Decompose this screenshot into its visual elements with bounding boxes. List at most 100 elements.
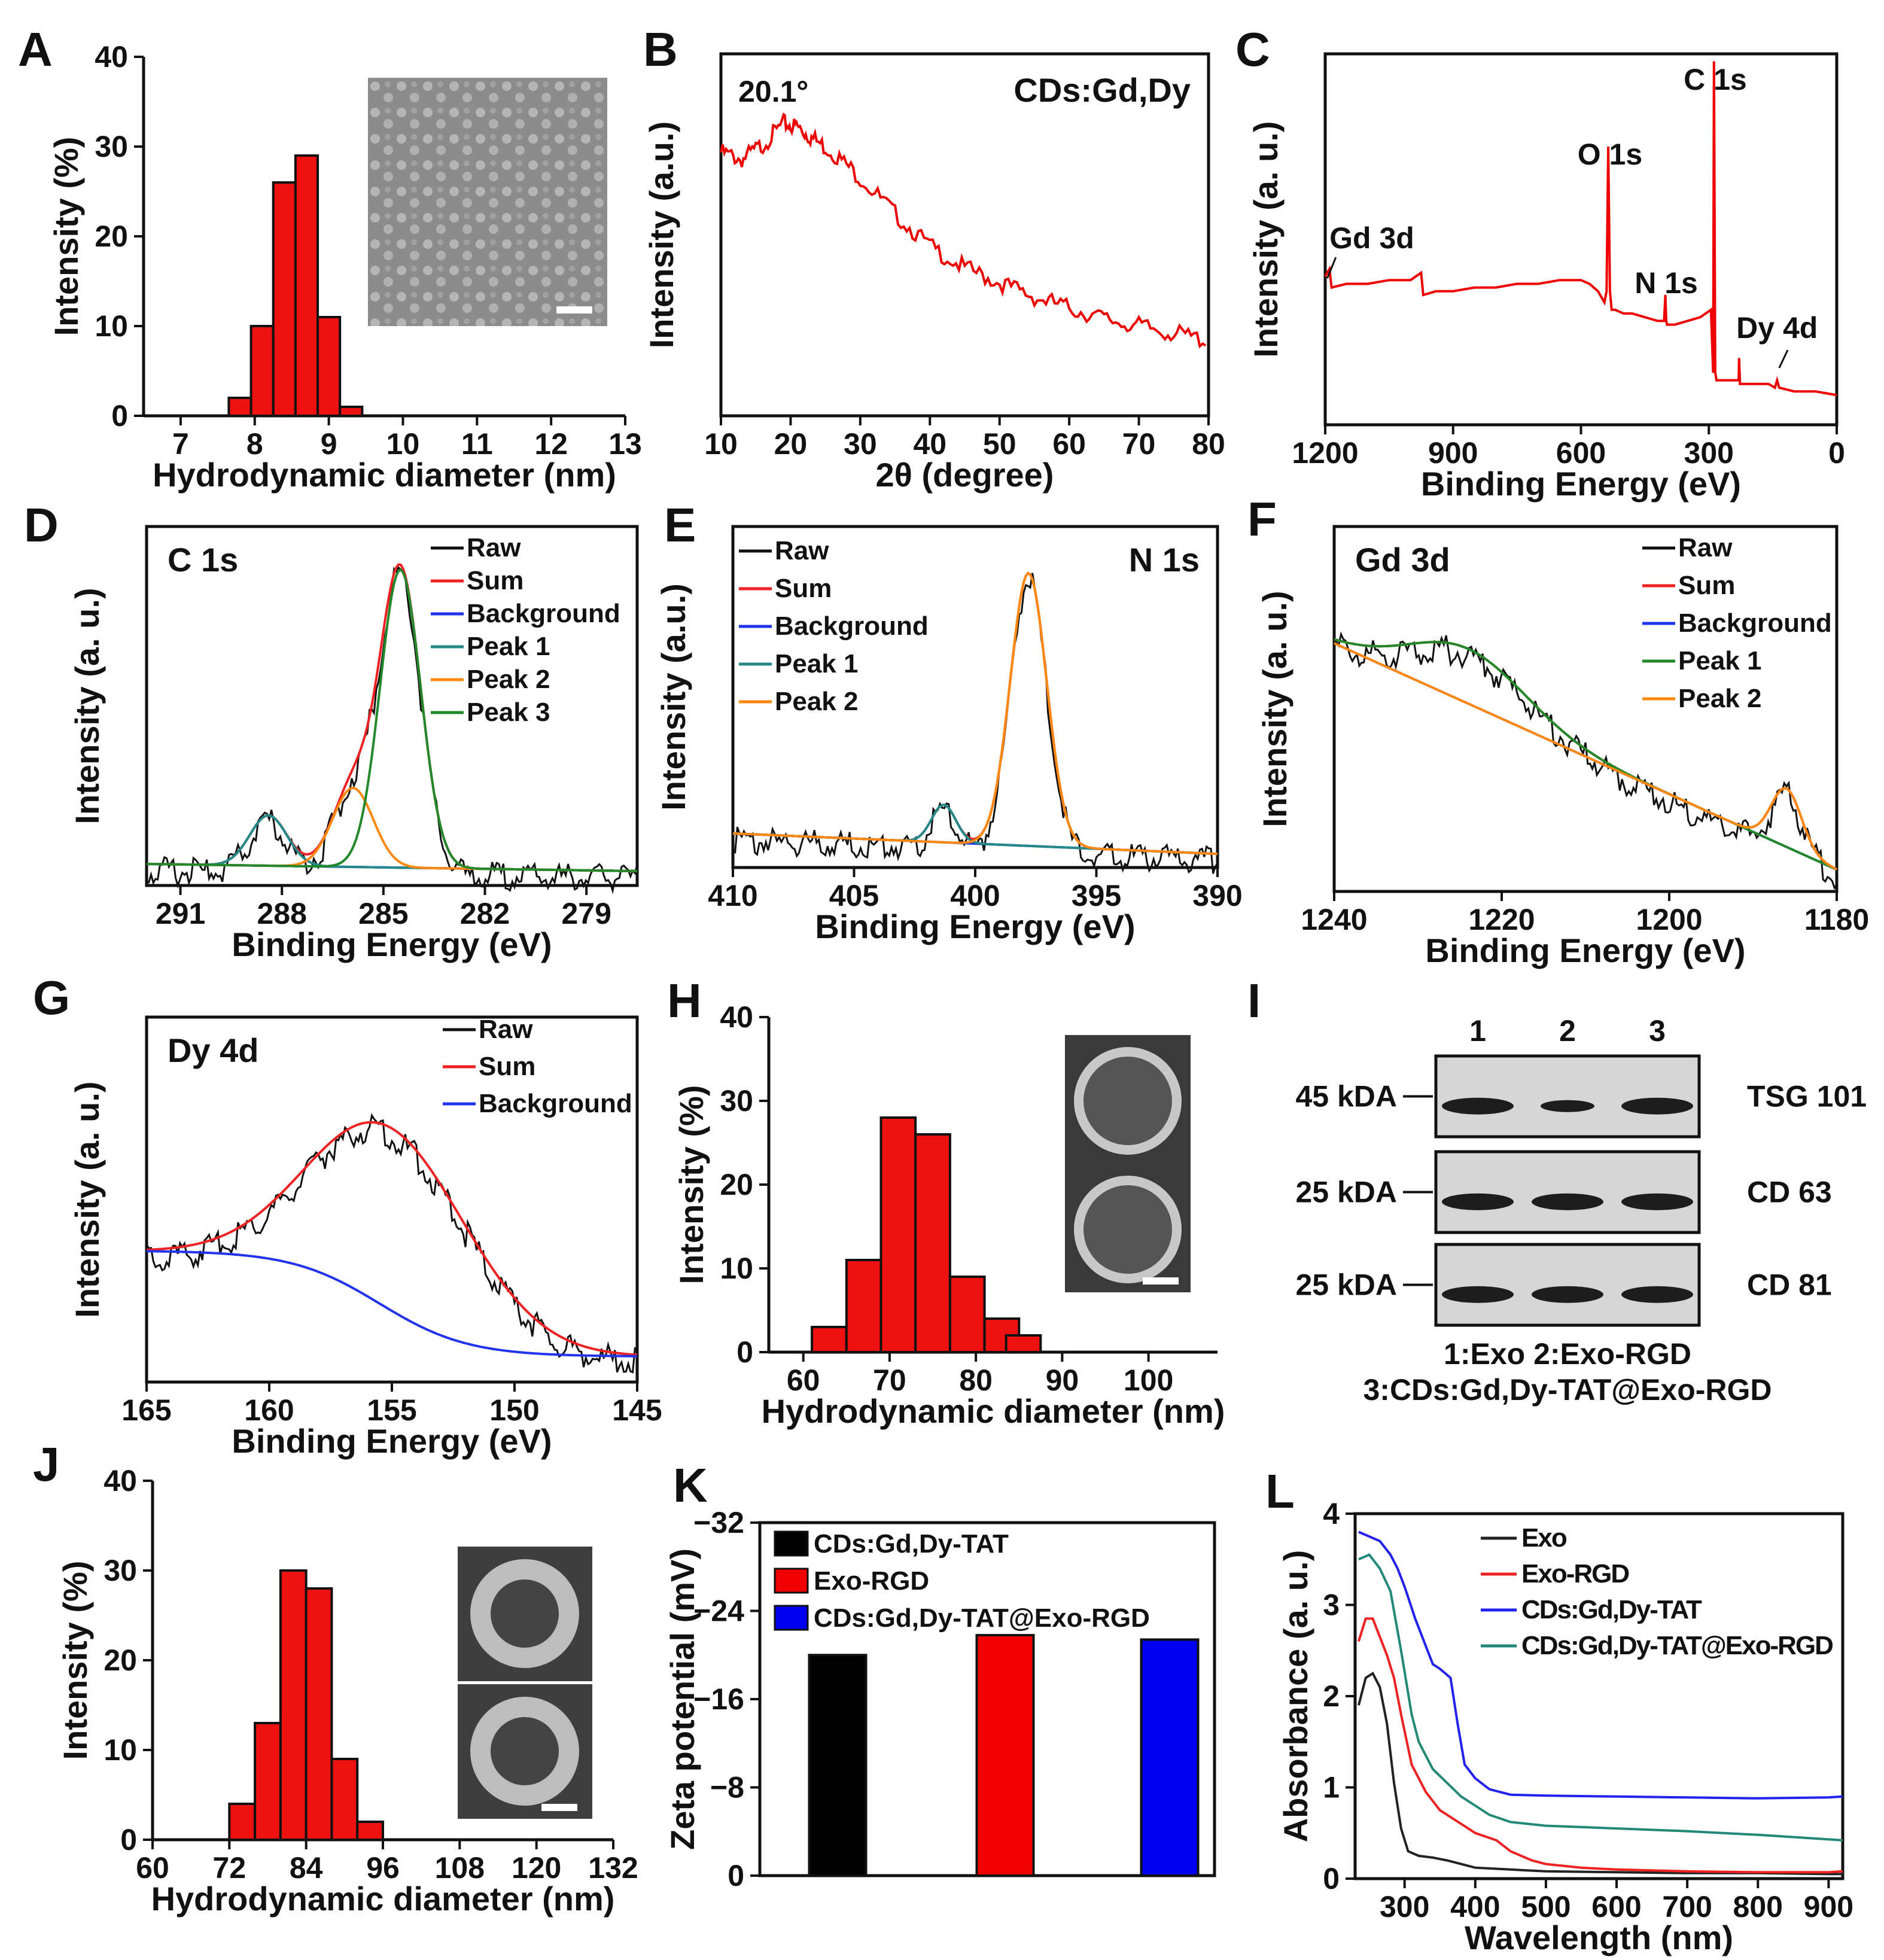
legend-label: Raw [479, 1015, 533, 1044]
y-tick-label: −16 [693, 1682, 744, 1716]
legend-label: CDs:Gd,Dy-TAT@Exo-RGD [1521, 1631, 1833, 1660]
legend-label: Sum [479, 1052, 535, 1081]
blot-strip [1434, 1243, 1701, 1327]
panel-f: F Raw Sum Background Peak 1 Peak 2 Gd 3d 1240 12… [1247, 492, 1869, 969]
lane-legend: 1:Exo 2:Exo-RGD [1444, 1337, 1691, 1371]
zeta-bar [808, 1654, 868, 1877]
y-tick-label: 20 [104, 1644, 137, 1677]
x-tick-label: 11 [461, 427, 493, 461]
panel-letter: L [1265, 1465, 1295, 1518]
x-axis-label: Hydrodynamic diameter (nm) [153, 456, 616, 494]
x-tick-label: 155 [367, 1393, 416, 1427]
legend-label: Raw [775, 536, 829, 565]
x-axis-label: Binding Energy (eV) [232, 926, 552, 963]
x-tick-label: 395 [1072, 879, 1121, 912]
x-tick-label: 90 [1046, 1364, 1079, 1397]
panel-letter: I [1247, 974, 1261, 1027]
legend-label: Peak 1 [467, 632, 550, 661]
x-tick-label: 100 [1124, 1364, 1173, 1397]
histogram-bar [948, 1276, 986, 1353]
y-tick-label: 10 [104, 1733, 137, 1767]
x-tick-label: 120 [512, 1851, 561, 1885]
x-tick-label: 300 [1684, 436, 1734, 470]
x-tick-label: 1200 [1636, 903, 1702, 936]
legend-label: Exo [1521, 1523, 1567, 1553]
x-tick-label: 400 [1450, 1890, 1500, 1924]
peak-label: O 1s [1578, 138, 1642, 171]
lane-label: 2 [1559, 1014, 1576, 1048]
x-tick-label: 150 [489, 1393, 539, 1427]
protein-band [1442, 1097, 1514, 1115]
y-axis-label: Intensity (a. u.) [1256, 591, 1293, 827]
mw-marker: 25 kDA [1295, 1176, 1397, 1209]
x-tick-label: 7 [172, 427, 189, 461]
inset-j [458, 1547, 592, 1819]
y-axis-label: Intensity (a. u.) [68, 1081, 106, 1317]
y-axis-label: Absorbance (a. u.) [1277, 1550, 1314, 1843]
inset-a [368, 78, 607, 326]
protein-band [1621, 1286, 1693, 1303]
y-tick-label: 30 [720, 1084, 753, 1118]
inset-h [1065, 1035, 1191, 1292]
y-axis-label: Zeta potential (mV) [663, 1548, 701, 1850]
x-tick-label: 1200 [1292, 436, 1358, 470]
x-axis-label: Wavelength (nm) [1465, 1919, 1733, 1956]
protein-name: TSG 101 [1747, 1080, 1867, 1113]
histogram-bar [1005, 1334, 1042, 1353]
legend-label: Background [775, 611, 929, 641]
x-tick-label: 13 [608, 427, 642, 461]
panel-c: C 1200 900 600 300 0 Binding Energy (eV) Intens… [1235, 23, 1845, 503]
vesicle [470, 1559, 579, 1668]
peak-label: C 1s [1684, 63, 1747, 96]
x-tick-label: 300 [1380, 1890, 1429, 1924]
y-tick-label: 0 [1323, 1862, 1340, 1895]
y-tick-label: 10 [720, 1252, 753, 1285]
legend-label: Peak 1 [775, 649, 858, 678]
y-axis-label: Intensity (%) [56, 1561, 94, 1760]
legend-label: CDs:Gd,Dy-TAT [814, 1529, 1009, 1559]
mw-marker: 45 kDA [1295, 1080, 1397, 1113]
panel-i: I 1 2 3 45 kDA TSG 101 25 kDA CD 63 25 kDA CD 81 1… [1247, 974, 1867, 1407]
x-tick-label: 405 [829, 879, 879, 912]
y-tick-label: 40 [95, 40, 128, 74]
histogram-bar [279, 1569, 308, 1841]
peak-line [146, 568, 638, 872]
arrow [1778, 349, 1789, 369]
x-tick-label: 145 [612, 1393, 662, 1427]
legend-label: CDs:Gd,Dy-TAT@Exo-RGD [814, 1603, 1150, 1633]
panel-letter: C [1235, 23, 1270, 76]
absorbance-line [1358, 1553, 1843, 1842]
scale-bar [1143, 1277, 1179, 1285]
plot-frame [145, 1015, 639, 1384]
peak-line [1334, 638, 1837, 871]
y-tick-label: 10 [95, 309, 128, 343]
panel-letter: E [664, 498, 696, 552]
peak-label: Gd 3d [1329, 221, 1414, 255]
mw-marker: 25 kDA [1295, 1268, 1397, 1302]
legend-label: Exo-RGD [1521, 1559, 1629, 1588]
y-tick-label: 2 [1323, 1679, 1340, 1713]
panel-k: K 0 −8 −16 −24 −32 CDs:Gd,Dy-TAT Exo-RGD CDs:Gd,… [663, 1459, 1216, 1892]
x-tick-label: 282 [460, 897, 510, 930]
y-tick-label: 30 [95, 130, 128, 163]
y-tick-label: −8 [710, 1771, 744, 1804]
arrow [1326, 257, 1337, 279]
panel-letter: D [24, 498, 59, 552]
x-tick-label: 291 [156, 897, 205, 930]
x-tick-label: 160 [244, 1393, 294, 1427]
x-tick-label: 40 [913, 427, 946, 461]
panel-title: N 1s [1129, 541, 1200, 579]
peak-label: Dy 4d [1736, 311, 1818, 345]
x-tick-label: 8 [246, 427, 263, 461]
vesicle [1074, 1176, 1182, 1283]
x-tick-label: 20 [774, 427, 808, 461]
legend-label: Sum [775, 574, 832, 603]
legend-label: Raw [467, 533, 521, 562]
x-tick-label: 1220 [1468, 903, 1535, 936]
x-tick-label: 80 [959, 1364, 993, 1397]
histogram-bar [316, 316, 342, 417]
x-tick-label: 400 [950, 879, 1000, 912]
zeta-bar [1140, 1638, 1200, 1877]
x-tick-label: 60 [136, 1851, 169, 1885]
peak-label: N 1s [1635, 266, 1698, 300]
